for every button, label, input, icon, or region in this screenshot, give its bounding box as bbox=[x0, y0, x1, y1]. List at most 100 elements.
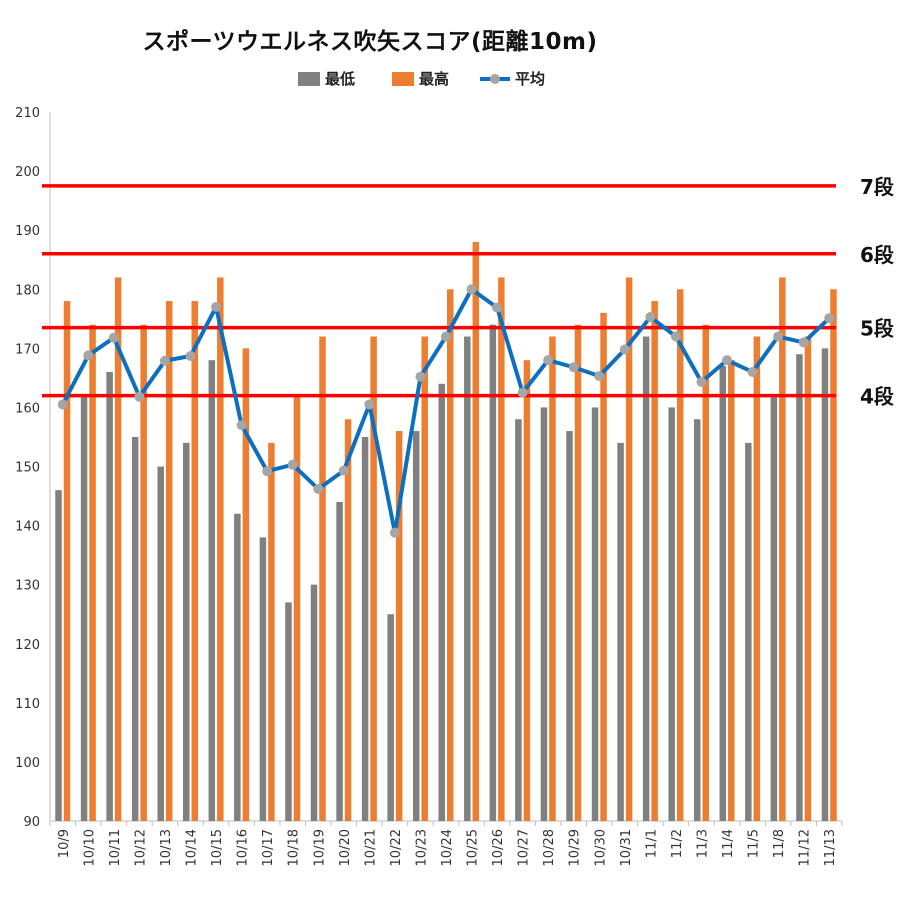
average-point bbox=[134, 391, 145, 402]
bar-min bbox=[796, 354, 803, 821]
x-tick-label: 10/13 bbox=[159, 829, 174, 866]
bar-min bbox=[821, 348, 829, 821]
legend-label-max: 最高 bbox=[419, 70, 450, 88]
bar-max bbox=[140, 324, 147, 821]
legend-label-min: 最低 bbox=[325, 70, 356, 88]
bar-max bbox=[370, 336, 377, 821]
average-point bbox=[517, 387, 528, 398]
bar-min bbox=[540, 407, 548, 821]
x-tick-label: 10/10 bbox=[82, 829, 97, 866]
legend-item-min: 最低 bbox=[298, 68, 355, 89]
reference-line-label: 4段 bbox=[860, 385, 894, 409]
average-point bbox=[338, 465, 349, 476]
bar-max bbox=[165, 301, 173, 822]
average-point bbox=[594, 371, 605, 382]
bar-min bbox=[80, 395, 88, 821]
x-tick-label: 10/16 bbox=[236, 829, 251, 866]
bar-max bbox=[421, 336, 428, 821]
y-tick-label: 90 bbox=[23, 815, 40, 830]
bar-min bbox=[183, 442, 190, 821]
average-point bbox=[364, 399, 375, 410]
y-tick-label: 100 bbox=[15, 756, 40, 771]
bar-max bbox=[63, 301, 71, 822]
average-point bbox=[568, 362, 579, 373]
bar-min bbox=[693, 419, 701, 821]
x-tick-label: 10/12 bbox=[133, 829, 148, 866]
bar-max bbox=[114, 277, 122, 821]
x-tick-label: 10/17 bbox=[261, 829, 276, 866]
average-point bbox=[466, 284, 477, 295]
legend-item-max: 最高 bbox=[392, 68, 449, 89]
bar-min bbox=[131, 436, 139, 821]
x-tick-label: 11/3 bbox=[695, 829, 710, 858]
x-tick-label: 10/30 bbox=[593, 829, 608, 866]
x-tick-label: 11/2 bbox=[670, 829, 685, 858]
x-tick-label: 11/5 bbox=[747, 829, 762, 858]
reference-line-label: 7段 bbox=[860, 175, 894, 199]
legend: 最低 最高 平均 bbox=[0, 68, 900, 94]
average-point bbox=[798, 337, 809, 348]
average-point bbox=[773, 331, 784, 342]
bar-min bbox=[489, 324, 497, 821]
bar-max bbox=[702, 324, 709, 821]
x-tick-label: 11/1 bbox=[644, 829, 659, 858]
bar-max bbox=[268, 442, 275, 821]
bar-min bbox=[591, 407, 599, 821]
x-tick-label: 11/13 bbox=[823, 829, 838, 866]
bar-max bbox=[242, 348, 250, 821]
reference-line-label: 5段 bbox=[860, 317, 894, 341]
x-tick-label: 10/28 bbox=[542, 829, 557, 866]
reference-line-label: 6段 bbox=[860, 243, 894, 267]
bar-max bbox=[344, 419, 352, 821]
average-point bbox=[236, 420, 247, 431]
legend-label-avg: 平均 bbox=[515, 70, 546, 88]
average-point bbox=[543, 355, 554, 366]
y-tick-label: 130 bbox=[15, 579, 40, 594]
bar-min bbox=[617, 442, 624, 821]
average-point bbox=[108, 332, 119, 343]
x-tick-label: 11/12 bbox=[798, 829, 813, 866]
bar-max bbox=[191, 301, 199, 822]
bar-min bbox=[208, 360, 216, 821]
bar-max bbox=[395, 431, 403, 821]
bar-min bbox=[310, 584, 318, 821]
average-point bbox=[415, 371, 426, 382]
bar-max bbox=[651, 301, 658, 822]
legend-item-avg: 平均 bbox=[480, 68, 545, 89]
x-tick-label: 10/15 bbox=[210, 829, 225, 866]
average-point bbox=[696, 377, 707, 388]
bar-min bbox=[719, 366, 727, 821]
bar-max bbox=[549, 336, 556, 821]
average-point bbox=[313, 483, 324, 494]
x-tick-label: 10/31 bbox=[619, 829, 634, 866]
bar-min bbox=[464, 336, 471, 821]
bar-min bbox=[515, 419, 522, 821]
bar-max bbox=[319, 336, 326, 821]
bar-min bbox=[745, 442, 752, 821]
bar-max bbox=[523, 360, 531, 821]
x-tick-label: 10/14 bbox=[185, 829, 200, 866]
x-tick-label: 10/19 bbox=[312, 829, 327, 866]
y-tick-label: 140 bbox=[15, 520, 40, 535]
average-point bbox=[185, 351, 196, 362]
y-tick-label: 210 bbox=[15, 106, 40, 121]
y-tick-label: 150 bbox=[15, 461, 40, 476]
bar-max bbox=[574, 324, 582, 821]
average-point bbox=[83, 350, 94, 361]
average-point bbox=[287, 459, 298, 470]
bar-max bbox=[804, 336, 812, 821]
average-point bbox=[441, 331, 451, 342]
bar-min bbox=[285, 602, 292, 821]
bar-min bbox=[259, 537, 267, 821]
average-line bbox=[61, 287, 831, 535]
x-tick-label: 10/25 bbox=[466, 829, 481, 866]
bar-min bbox=[412, 431, 420, 821]
y-tick-label: 190 bbox=[15, 224, 40, 239]
bar-min bbox=[106, 371, 113, 821]
bar-max bbox=[217, 277, 224, 821]
bar-min bbox=[361, 436, 369, 821]
average-point bbox=[824, 313, 835, 324]
bar-max bbox=[600, 312, 607, 821]
legend-line-avg bbox=[480, 72, 510, 86]
